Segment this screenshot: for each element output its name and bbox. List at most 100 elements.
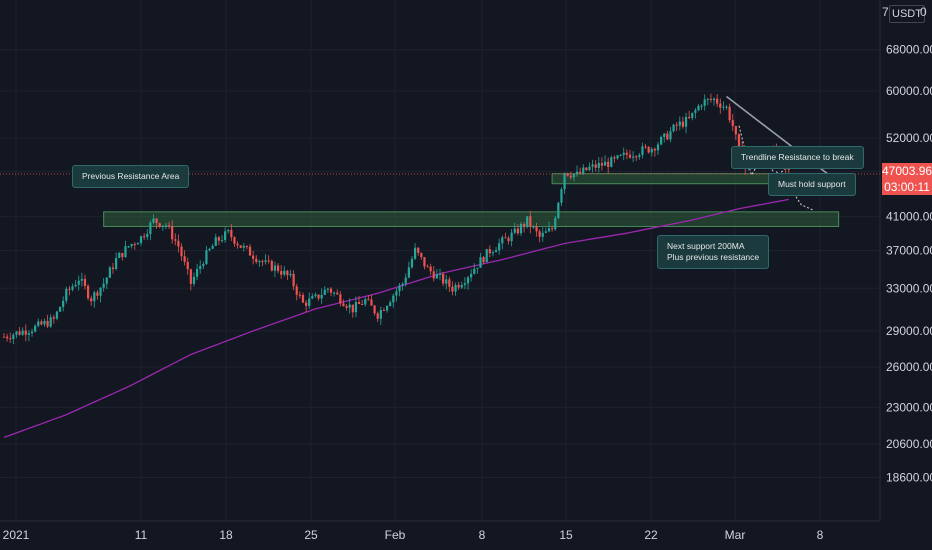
price-tick-label: 20600.00 — [886, 437, 932, 451]
candle-body — [432, 271, 435, 279]
must-hold-callout[interactable]: Must hold support — [768, 173, 856, 196]
candle-body — [538, 231, 541, 237]
candle-body — [476, 267, 479, 269]
candle-body — [734, 126, 737, 135]
candle-body — [401, 283, 404, 286]
candle-body — [404, 277, 407, 284]
candle-body — [280, 271, 283, 275]
candle-body — [224, 231, 227, 241]
candle-body — [93, 292, 96, 302]
candle-body — [385, 305, 389, 311]
candle-body — [21, 330, 24, 335]
candle-body — [448, 279, 451, 287]
grid — [0, 0, 880, 521]
candle-body — [180, 246, 183, 257]
candle-body — [339, 294, 342, 304]
countdown-tag: 03:00:11 — [884, 180, 930, 194]
price-axis[interactable]: 68000.0060000.0052000.0047000.0041000.00… — [886, 43, 932, 485]
candle-body — [560, 189, 563, 203]
currency-badge[interactable]: USDT — [889, 5, 925, 23]
candle-body — [199, 266, 202, 269]
candle-body — [535, 226, 538, 232]
candle-body — [242, 245, 245, 248]
candle-body — [460, 284, 463, 288]
candle-body — [320, 294, 323, 299]
candle-body — [149, 222, 152, 234]
trendline-callout[interactable]: Trendline Resistance to break — [731, 146, 864, 169]
candle-body — [504, 237, 507, 239]
candle-body — [34, 325, 37, 332]
candle-body — [171, 226, 174, 240]
candle-body — [74, 284, 77, 287]
candle-body — [248, 246, 252, 256]
price-tick-label: 23000.00 — [886, 400, 932, 414]
candle-body — [420, 252, 423, 258]
candle-body — [40, 321, 43, 325]
candle-body — [336, 292, 339, 295]
candle-body — [370, 299, 373, 306]
candle-body — [516, 228, 519, 234]
candle-body — [635, 156, 638, 158]
candle-body — [354, 301, 358, 313]
candle-body — [102, 283, 105, 288]
candle-body — [379, 310, 382, 319]
candle-body — [2, 336, 6, 338]
candle-body — [719, 103, 722, 108]
candle-body — [392, 295, 395, 303]
candles — [2, 93, 790, 345]
candle-body — [286, 270, 289, 276]
time-tick-label: 25 — [304, 528, 318, 542]
price-tick-label: 68000.00 — [886, 43, 932, 57]
candle-body — [426, 266, 429, 268]
candle-body — [342, 303, 345, 307]
candle-body — [361, 304, 364, 306]
candle-body — [631, 156, 635, 158]
candle-body — [167, 225, 171, 227]
candle-body — [71, 286, 74, 290]
price-tick-label: 18600.00 — [886, 470, 932, 484]
candle-body — [86, 285, 90, 299]
candle-body — [258, 261, 261, 263]
candle-body — [678, 121, 681, 126]
time-axis[interactable]: 2021 11 18 25 Feb 8 15 22 Mar 8 — [3, 528, 824, 542]
candle-body — [49, 317, 52, 327]
candle-body — [498, 243, 501, 251]
candle-body — [638, 154, 641, 157]
candle-body — [205, 250, 208, 265]
candle-body — [58, 307, 62, 312]
support-zones — [103, 173, 840, 227]
candle-body — [725, 106, 728, 108]
candle-body — [488, 249, 491, 254]
candle-body — [622, 152, 625, 155]
candle-body — [311, 296, 314, 299]
support-zone — [103, 211, 840, 227]
price-tick-label: 29000.00 — [886, 324, 932, 338]
candle-body — [301, 294, 305, 303]
candle-body — [600, 163, 604, 166]
candle-body — [161, 225, 164, 227]
previous-resistance-callout[interactable]: Previous Resistance Area — [72, 165, 190, 188]
candle-body — [398, 285, 401, 292]
candle-body — [37, 321, 40, 326]
candle-body — [317, 294, 320, 299]
candle-body — [99, 287, 102, 296]
candle-body — [298, 294, 301, 296]
candle-body — [410, 258, 414, 268]
candle-body — [236, 243, 239, 246]
candle-body — [382, 310, 386, 312]
candle-body — [115, 257, 118, 269]
candle-body — [43, 320, 46, 325]
candle-body — [164, 225, 168, 227]
candle-body — [663, 133, 666, 137]
candle-body — [158, 223, 161, 227]
candle-body — [588, 166, 591, 171]
candle-body — [348, 304, 351, 308]
candle-body — [413, 247, 417, 259]
next-support-callout[interactable]: Next support 200MA Plus previous resista… — [657, 235, 770, 269]
candle-body — [292, 273, 295, 287]
candle-body — [728, 106, 731, 121]
candle-body — [591, 164, 594, 167]
price-tick-label: 26000.00 — [886, 360, 932, 374]
candle-body — [566, 173, 569, 176]
